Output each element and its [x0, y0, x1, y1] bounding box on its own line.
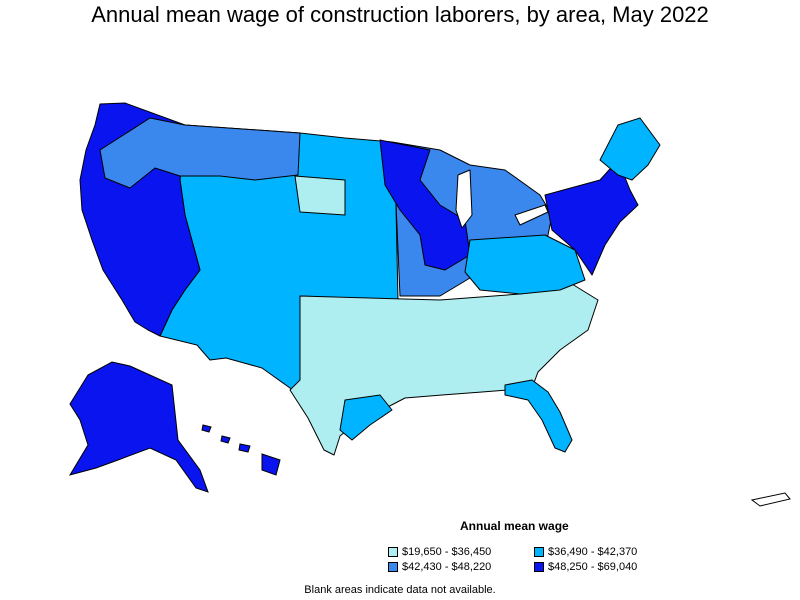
legend-item-3: $42,430 - $48,220 [388, 560, 491, 574]
map-title: Annual mean wage of construction laborer… [91, 2, 709, 27]
legend-title: Annual mean wage [460, 519, 569, 533]
region-texas-gulf [339, 394, 393, 441]
region-upper-midwest-dark [379, 139, 471, 271]
region-dakota-pale [294, 175, 346, 216]
legend-swatch-2 [534, 547, 544, 557]
hawaii [201, 424, 281, 476]
legend-swatch-3 [388, 562, 398, 572]
legend-item-2: $36,490 - $42,370 [534, 545, 637, 559]
legend-item-1: $19,650 - $36,450 [388, 545, 491, 559]
legend-swatch-1 [388, 547, 398, 557]
legend-item-4: $48,250 - $69,040 [534, 560, 637, 574]
contiguous-us [79, 102, 661, 456]
alaska [68, 361, 209, 493]
legend-label-3: $42,430 - $48,220 [402, 561, 492, 573]
region-inland-northwest [99, 117, 301, 189]
region-ohio-valley [464, 234, 586, 295]
puerto-rico [750, 492, 791, 507]
region-new-england [599, 117, 661, 181]
lake-michigan [455, 169, 473, 229]
data-note: Blank areas indicate data not available. [304, 584, 496, 596]
lake-erie [514, 204, 549, 226]
legend-label-2: $36,490 - $42,370 [548, 546, 638, 558]
legend-label-4: $48,250 - $69,040 [548, 561, 638, 573]
legend-label-1: $19,650 - $36,450 [402, 546, 492, 558]
region-florida [504, 379, 573, 453]
legend-swatch-4 [534, 562, 544, 572]
